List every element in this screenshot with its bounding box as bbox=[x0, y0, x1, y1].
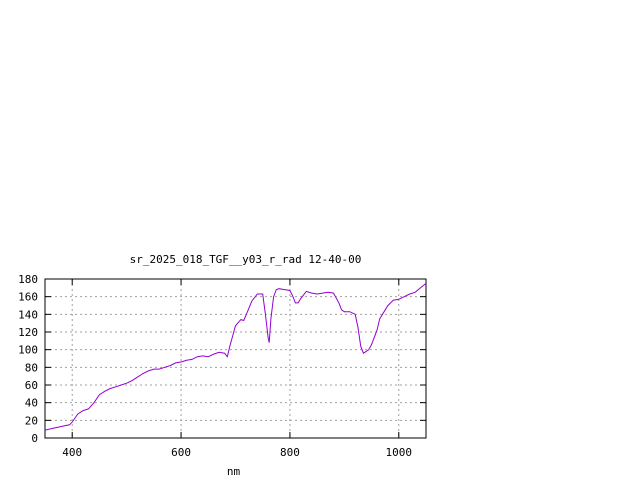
x-tick-label: 800 bbox=[280, 446, 300, 459]
y-tick-label: 40 bbox=[25, 397, 38, 410]
y-tick-label: 160 bbox=[18, 291, 38, 304]
y-tick-label: 140 bbox=[18, 308, 38, 321]
x-axis-label: nm bbox=[227, 465, 241, 478]
x-axis: 400 600 800 1000 bbox=[62, 279, 412, 459]
y-tick-label: 20 bbox=[25, 414, 38, 427]
chart-title: sr_2025_018_TGF__y03_r_rad 12-40-00 bbox=[130, 253, 362, 266]
y-tick-label: 0 bbox=[31, 432, 38, 445]
series-line bbox=[44, 283, 427, 431]
plot-frame bbox=[44, 278, 427, 439]
grid-lines bbox=[45, 279, 426, 438]
y-tick-label: 80 bbox=[25, 361, 38, 374]
y-tick-label: 180 bbox=[18, 273, 38, 286]
y-axis: 0 20 40 60 80 100 120 140 160 180 bbox=[18, 273, 426, 445]
x-tick-label: 600 bbox=[171, 446, 191, 459]
x-tick-label: 1000 bbox=[386, 446, 413, 459]
y-tick-label: 100 bbox=[18, 344, 38, 357]
y-tick-label: 60 bbox=[25, 379, 38, 392]
y-tick-label: 120 bbox=[18, 326, 38, 339]
x-tick-label: 400 bbox=[62, 446, 82, 459]
